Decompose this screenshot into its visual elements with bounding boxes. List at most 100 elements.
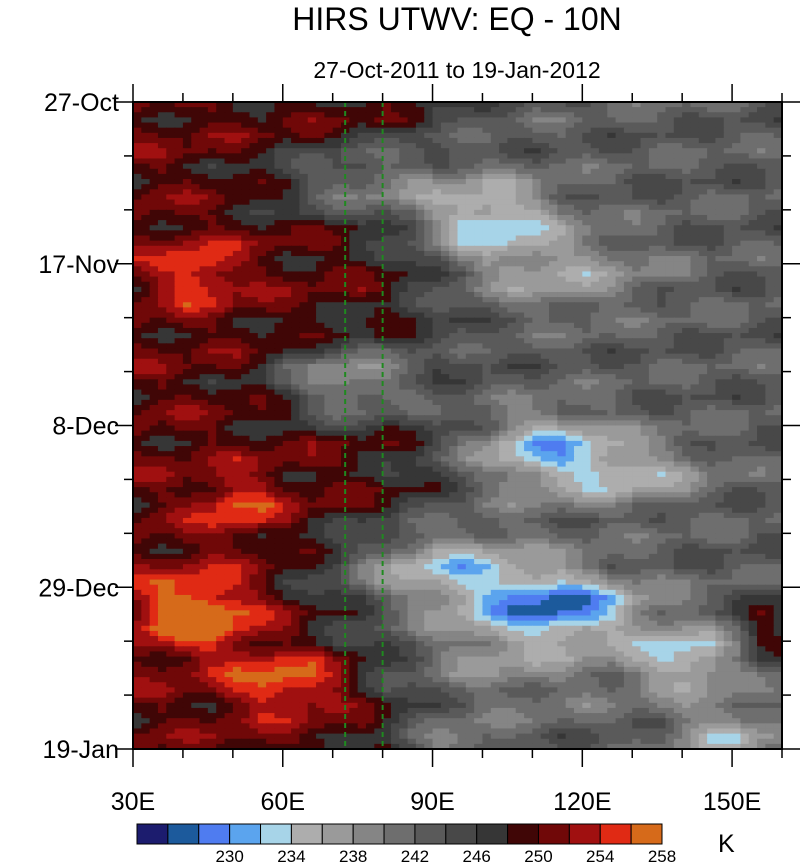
heatmap-cell xyxy=(199,322,209,329)
heatmap-cell xyxy=(382,214,392,221)
heatmap-cell xyxy=(332,343,342,350)
heatmap-cell xyxy=(773,153,782,160)
heatmap-cell xyxy=(524,333,533,339)
heatmap-cell xyxy=(515,358,525,365)
heatmap-cell xyxy=(757,317,766,324)
heatmap-cell xyxy=(440,158,450,165)
heatmap-cell xyxy=(191,214,201,221)
heatmap-cell xyxy=(623,369,633,375)
heatmap-cell xyxy=(557,425,567,432)
heatmap-cell xyxy=(707,189,717,196)
heatmap-cell xyxy=(565,410,575,416)
heatmap-cell xyxy=(357,184,367,190)
heatmap-cell xyxy=(324,107,334,113)
heatmap-cell xyxy=(499,369,509,375)
heatmap-cell xyxy=(407,102,417,108)
heatmap-cell xyxy=(299,122,309,129)
heatmap-cell xyxy=(357,261,367,267)
heatmap-cell xyxy=(307,394,317,401)
heatmap-cell xyxy=(657,404,667,411)
heatmap-cell xyxy=(707,112,717,118)
heatmap-cell xyxy=(182,209,192,216)
heatmap-cell xyxy=(648,107,658,113)
heatmap-cell xyxy=(365,132,375,139)
heatmap-cell xyxy=(723,343,733,350)
heatmap-cell xyxy=(557,194,567,201)
heatmap-cell xyxy=(457,343,467,350)
heatmap-cell xyxy=(291,225,301,231)
heatmap-cell xyxy=(207,107,217,113)
heatmap-cell xyxy=(598,194,608,201)
heatmap-cell xyxy=(207,281,217,288)
heatmap-cell xyxy=(715,102,725,108)
heatmap-cell xyxy=(707,250,717,257)
heatmap-cell xyxy=(615,250,625,257)
heatmap-cell xyxy=(732,261,741,267)
heatmap-cell xyxy=(399,245,409,252)
heatmap-cell xyxy=(316,250,325,257)
heatmap-cell xyxy=(748,297,758,303)
heatmap-cell xyxy=(474,276,484,283)
heatmap-cell xyxy=(324,312,334,319)
heatmap-cell xyxy=(332,415,342,421)
heatmap-cell xyxy=(424,168,434,175)
heatmap-cell xyxy=(465,189,475,196)
heatmap-cell xyxy=(682,132,692,139)
heatmap-cell xyxy=(282,420,292,427)
heatmap-cell xyxy=(407,379,417,386)
heatmap-cell xyxy=(615,204,625,211)
heatmap-cell xyxy=(457,389,467,396)
heatmap-cell xyxy=(623,194,633,201)
heatmap-cell xyxy=(424,158,434,165)
heatmap-cell xyxy=(515,214,525,221)
heatmap-cell xyxy=(232,235,242,242)
heatmap-cell xyxy=(166,199,176,206)
heatmap-cell xyxy=(457,194,467,201)
heatmap-cell xyxy=(773,184,782,190)
heatmap-cell xyxy=(648,137,658,144)
heatmap-cell xyxy=(166,209,176,216)
heatmap-cell xyxy=(707,271,717,278)
heatmap-cell xyxy=(598,291,608,298)
heatmap-cell xyxy=(224,276,234,283)
heatmap-cell xyxy=(357,348,367,355)
heatmap-cell xyxy=(141,348,151,355)
heatmap-cell xyxy=(374,399,384,406)
heatmap-cell xyxy=(715,256,725,262)
heatmap-cell xyxy=(673,179,683,185)
heatmap-cell xyxy=(557,399,567,406)
heatmap-cell xyxy=(482,184,492,190)
heatmap-cell xyxy=(524,281,533,288)
heatmap-cell xyxy=(291,317,301,324)
heatmap-cell xyxy=(657,420,667,427)
heatmap-cell xyxy=(515,184,525,190)
heatmap-cell xyxy=(224,410,234,416)
heatmap-cell xyxy=(316,112,325,118)
heatmap-cell xyxy=(224,235,234,242)
heatmap-cell xyxy=(440,363,450,370)
heatmap-cell xyxy=(390,276,400,283)
heatmap-cell xyxy=(349,348,359,355)
heatmap-cell xyxy=(332,143,342,149)
heatmap-cell xyxy=(282,127,292,134)
heatmap-cell xyxy=(133,333,142,339)
heatmap-cell xyxy=(640,353,650,360)
heatmap-cell xyxy=(499,173,509,180)
heatmap-cell xyxy=(266,415,276,421)
heatmap-cell xyxy=(623,209,633,216)
heatmap-cell xyxy=(291,122,301,129)
heatmap-cell xyxy=(133,199,142,206)
heatmap-cell xyxy=(682,410,692,416)
heatmap-cell xyxy=(415,143,425,149)
heatmap-cell xyxy=(382,271,392,278)
heatmap-cell xyxy=(698,276,708,283)
heatmap-cell xyxy=(365,266,375,273)
heatmap-cell xyxy=(449,158,459,165)
heatmap-cell xyxy=(457,271,467,278)
heatmap-cell xyxy=(216,389,226,396)
heatmap-cell xyxy=(723,163,733,170)
heatmap-cell xyxy=(698,189,708,196)
heatmap-cell xyxy=(399,112,409,118)
heatmap-cell xyxy=(582,276,592,283)
heatmap-cell xyxy=(399,297,409,303)
